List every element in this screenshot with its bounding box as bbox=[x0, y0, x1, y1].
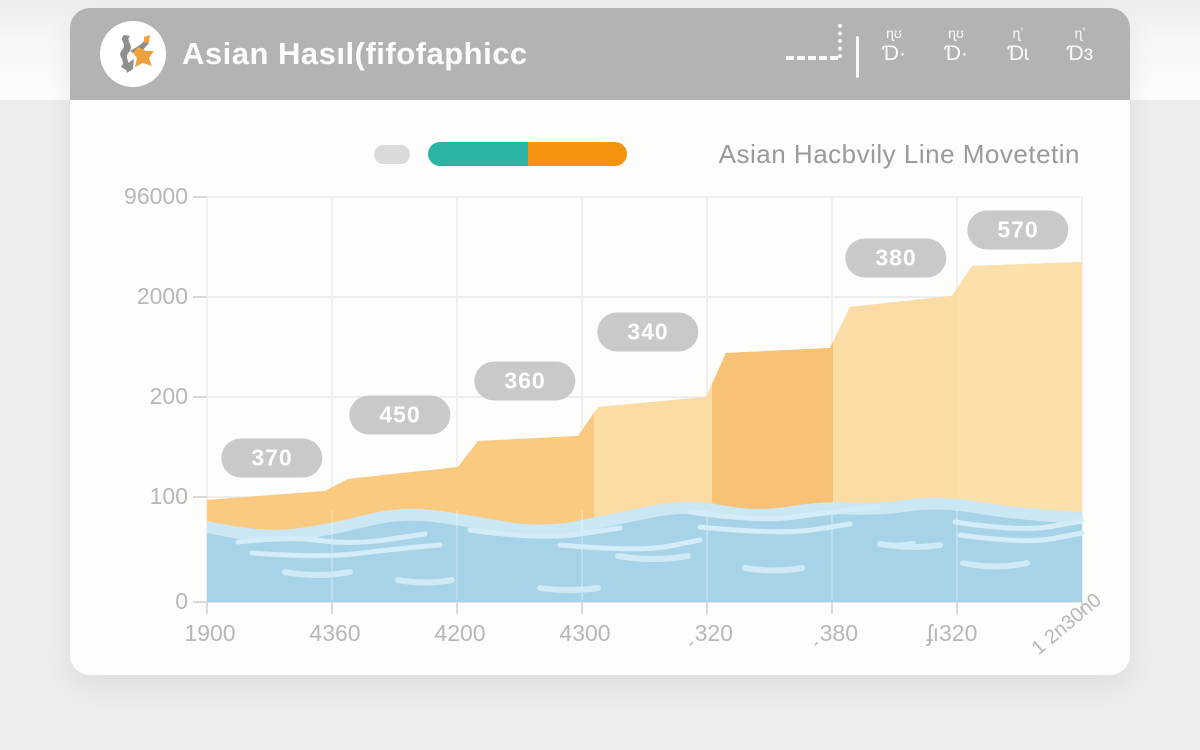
header-action-4-icon[interactable]: ɳʼ Ɗɜ bbox=[1066, 25, 1094, 65]
x-tick-label: 4300 bbox=[559, 620, 611, 646]
header-icon-group: ɳʊ Ɗ· ɳʊ Ɗ· ɳʼ Ɗɩ ɳʼ Ɗɜ bbox=[870, 22, 1104, 78]
app-logo[interactable] bbox=[100, 21, 166, 87]
header-action-3-icon[interactable]: ɳʼ Ɗɩ bbox=[1007, 25, 1029, 65]
x-tick-label: ʄı320 bbox=[926, 620, 978, 646]
logo-glyph-icon bbox=[120, 35, 154, 73]
header-action-1-icon[interactable]: ɳʊ Ɗ· bbox=[882, 25, 906, 65]
y-tick-label: 0 bbox=[175, 588, 188, 614]
x-tick-label: ˏ320 bbox=[686, 620, 734, 646]
app-header: Asian Hasıl(fifofaphicc ɳʊ Ɗ· ɳʊ Ɗ· ɳʼ Ɗɩ ɳʼ Ɗɜ bbox=[70, 8, 1130, 100]
data-point-label: 570 bbox=[967, 210, 1069, 250]
y-tick-label: 200 bbox=[149, 383, 188, 409]
x-tick-label: 1900 bbox=[184, 620, 236, 646]
legend-gray-pill[interactable] bbox=[374, 145, 410, 164]
legend-teal-orange-pill[interactable] bbox=[428, 142, 627, 166]
data-point-label: 380 bbox=[845, 238, 947, 278]
y-tick-label: 2000 bbox=[136, 283, 188, 309]
header-divider bbox=[856, 36, 859, 78]
data-point-label: 340 bbox=[597, 312, 699, 352]
data-point-label: 450 bbox=[349, 395, 451, 435]
legend-orange-segment bbox=[527, 142, 627, 166]
app-title: Asian Hasıl(fifofaphicc bbox=[182, 36, 528, 71]
x-tick-label: ˏ380 bbox=[811, 620, 859, 646]
data-point-label: 360 bbox=[474, 361, 576, 401]
y-tick-label: 100 bbox=[149, 483, 188, 509]
data-point-label: 370 bbox=[221, 438, 323, 478]
axis-dots bbox=[838, 24, 842, 58]
y-tick-label: 96000 bbox=[124, 183, 188, 209]
axis-dashes bbox=[786, 56, 838, 60]
chart-title: Asian Hacbvily Line Movetetin bbox=[718, 139, 1080, 169]
x-tick-label: 4200 bbox=[434, 620, 486, 646]
header-action-2-icon[interactable]: ɳʊ Ɗ· bbox=[944, 25, 968, 65]
mini-chart-axis-icon[interactable] bbox=[786, 24, 846, 72]
legend-teal-segment bbox=[428, 142, 528, 166]
x-tick-label: 4360 bbox=[309, 620, 361, 646]
